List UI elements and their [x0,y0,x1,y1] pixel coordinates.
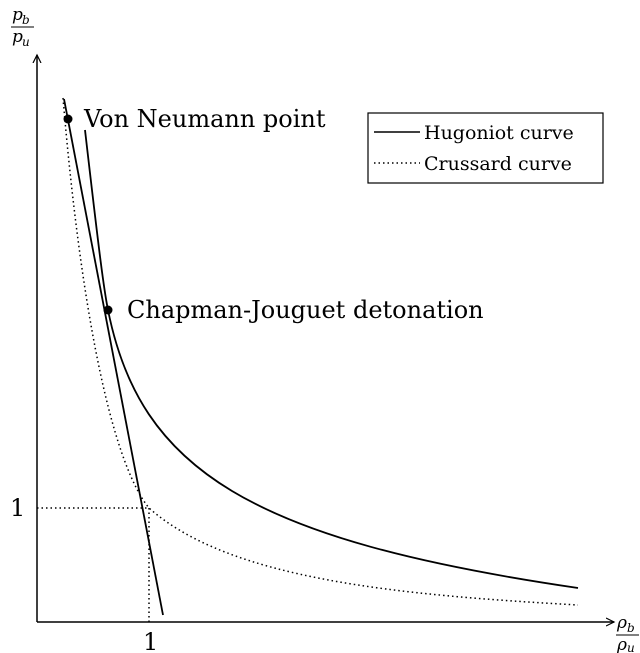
point [103,305,113,315]
legend-box [367,112,604,184]
fraction-part: ρ [616,613,627,633]
x-axis-label: ρ b ρ u [616,613,639,653]
fraction-part: ρ [616,635,627,653]
fraction-part: b [627,621,635,635]
legend-label: Crussard curve [424,153,572,175]
fraction-part: p [12,5,23,25]
legend: Hugoniot curve Crussard curve [367,112,604,184]
point-label: Chapman-Jouguet detonation [127,296,484,324]
y-tick-label: 1 [10,494,25,522]
legend-label: Hugoniot curve [424,122,574,144]
fraction-part: u [22,35,30,49]
point-label: Von Neumann point [83,105,326,133]
fraction-part: b [22,13,30,27]
crussard-curve [62,97,579,606]
y-axis-label: p b p u [11,5,34,49]
point [63,114,73,124]
fraction-part: p [12,27,23,47]
x-tick-label: 1 [143,628,158,653]
rayleigh-line [63,98,164,616]
fraction-part: u [627,641,635,653]
hugoniot-curve [84,129,579,589]
